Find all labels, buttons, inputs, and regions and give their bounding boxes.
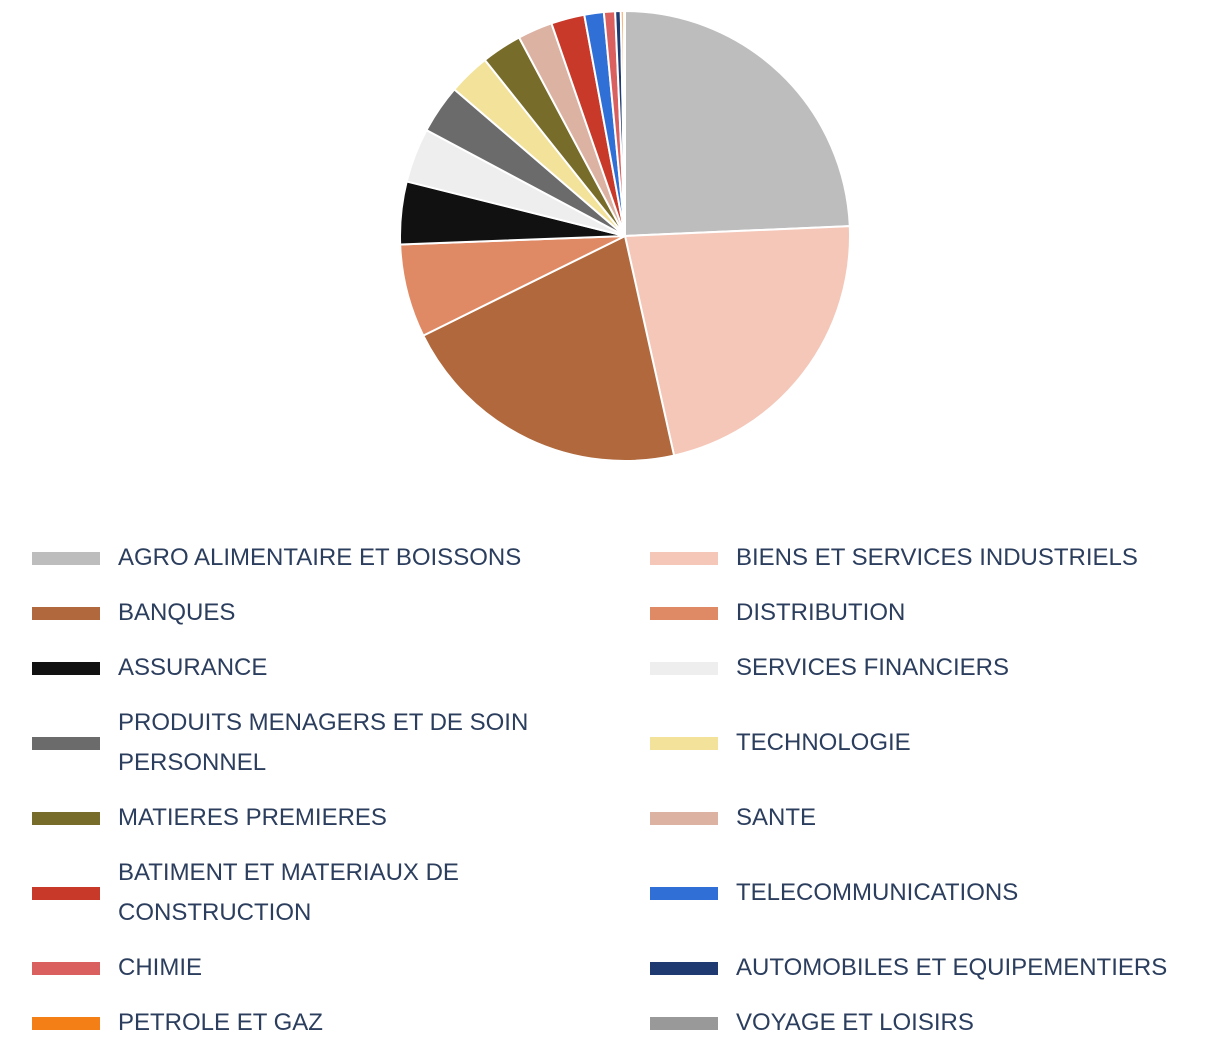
legend-swatch	[650, 1016, 718, 1030]
legend-label: SANTE	[736, 804, 817, 831]
legend-swatch	[32, 606, 100, 620]
legend-item: VOYAGE ET LOISIRS	[650, 1003, 1222, 1038]
pie-slice	[624, 225, 851, 457]
legend-item: PRODUITS MENAGERS ET DE SOIN PERSONNEL	[32, 703, 650, 783]
legend-label: DISTRIBUTION	[736, 599, 906, 626]
legend-swatch	[650, 736, 718, 750]
pie-slice	[624, 10, 851, 237]
legend-label: BANQUES	[118, 599, 236, 626]
legend: AGRO ALIMENTAIRE ET BOISSONS BIENS ET SER…	[32, 538, 1222, 1038]
legend-swatch	[32, 961, 100, 975]
pie-chart	[399, 9, 851, 462]
legend-label: PRODUITS MENAGERS ET DE SOIN PERSONNEL	[118, 709, 529, 776]
legend-label: TECHNOLOGIE	[736, 729, 911, 756]
legend-swatch	[32, 661, 100, 675]
legend-swatch	[650, 661, 718, 675]
legend-label: AGRO ALIMENTAIRE ET BOISSONS	[118, 544, 522, 571]
legend-item: PETROLE ET GAZ	[32, 1003, 650, 1038]
legend-item: AGRO ALIMENTAIRE ET BOISSONS	[32, 538, 650, 578]
legend-label: BATIMENT ET MATERIAUX DE CONSTRUCTION	[118, 859, 459, 926]
legend-item: BIENS ET SERVICES INDUSTRIELS	[650, 538, 1222, 578]
legend-label: SERVICES FINANCIERS	[736, 654, 1009, 681]
legend-item: BANQUES	[32, 593, 650, 633]
legend-item: TECHNOLOGIE	[650, 703, 1222, 783]
legend-swatch	[32, 551, 100, 565]
legend-label: ASSURANCE	[118, 654, 268, 681]
legend-swatch	[32, 811, 100, 825]
legend-label: VOYAGE ET LOISIRS	[736, 1009, 974, 1036]
legend-item: CHIMIE	[32, 948, 650, 988]
legend-swatch	[32, 1016, 100, 1030]
legend-swatch	[32, 886, 100, 900]
legend-item: AUTOMOBILES ET EQUIPEMENTIERS	[650, 948, 1222, 988]
legend-item: SERVICES FINANCIERS	[650, 648, 1222, 688]
legend-item: SANTE	[650, 798, 1222, 838]
legend-swatch	[650, 961, 718, 975]
legend-swatch	[650, 606, 718, 620]
legend-label: AUTOMOBILES ET EQUIPEMENTIERS	[736, 954, 1168, 981]
legend-label: MATIERES PREMIERES	[118, 804, 387, 831]
pie-slice	[422, 235, 676, 462]
legend-label: TELECOMMUNICATIONS	[736, 879, 1019, 906]
legend-item: MATIERES PREMIERES	[32, 798, 650, 838]
legend-item: DISTRIBUTION	[650, 593, 1222, 633]
legend-label: BIENS ET SERVICES INDUSTRIELS	[736, 544, 1138, 571]
legend-swatch	[650, 811, 718, 825]
legend-label: PETROLE ET GAZ	[118, 1009, 323, 1036]
legend-item: TELECOMMUNICATIONS	[650, 853, 1222, 933]
legend-swatch	[32, 736, 100, 750]
pie-slice	[622, 9, 626, 237]
legend-item: BATIMENT ET MATERIAUX DE CONSTRUCTION	[32, 853, 650, 933]
legend-swatch	[650, 551, 718, 565]
legend-item: ASSURANCE	[32, 648, 650, 688]
legend-swatch	[650, 886, 718, 900]
legend-label: CHIMIE	[118, 954, 202, 981]
